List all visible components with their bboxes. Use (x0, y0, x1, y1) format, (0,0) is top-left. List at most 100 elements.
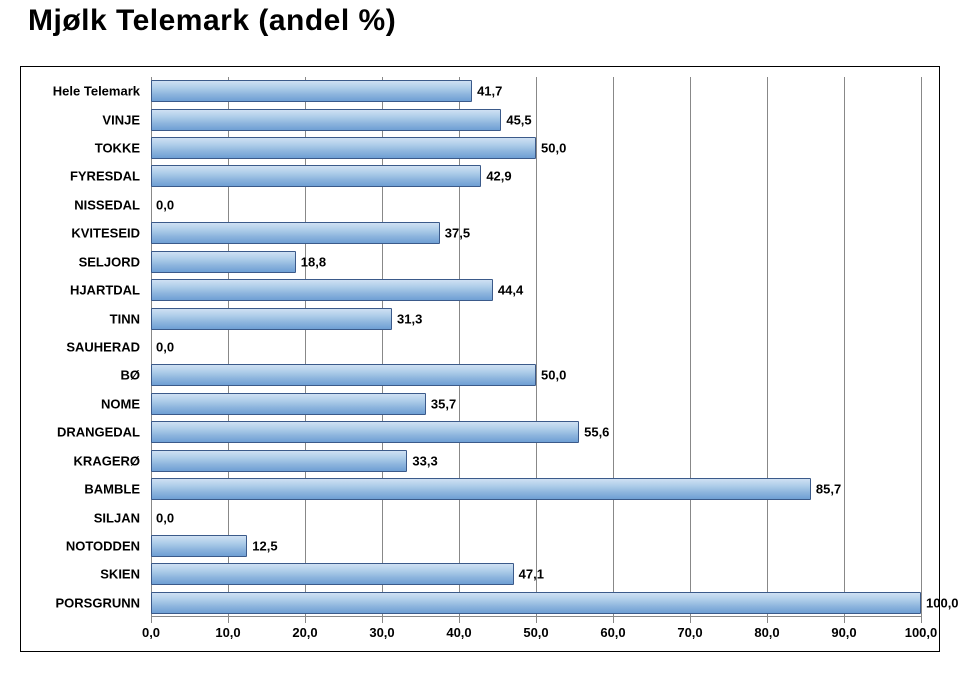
value-label: 31,3 (397, 311, 422, 326)
bar-row: 47,1 (151, 563, 921, 585)
category-label: SKIEN (100, 567, 140, 582)
page: Mjølk Telemark (andel %) Hele Telemark VI… (0, 0, 960, 674)
bar-row: 37,5 (151, 222, 921, 244)
value-label: 44,4 (498, 283, 523, 298)
x-tick-label: 20,0 (292, 625, 317, 640)
x-tick-label: 70,0 (677, 625, 702, 640)
category-label: KRAGERØ (74, 453, 140, 468)
x-tick-label: 0,0 (142, 625, 160, 640)
x-tick-label: 60,0 (600, 625, 625, 640)
category-label: SILJAN (94, 510, 140, 525)
bar-row: 12,5 (151, 535, 921, 557)
bar (151, 592, 921, 614)
bar-row: 0,0 (151, 507, 921, 529)
x-tick-mark (767, 617, 768, 623)
grid-line (921, 77, 922, 617)
x-tick-label: 30,0 (369, 625, 394, 640)
bar-row: 41,7 (151, 80, 921, 102)
value-label: 50,0 (541, 141, 566, 156)
x-tick-mark (228, 617, 229, 623)
x-tick-mark (921, 617, 922, 623)
value-label: 85,7 (816, 482, 841, 497)
category-label: TOKKE (95, 141, 140, 156)
x-tick-label: 90,0 (831, 625, 856, 640)
category-label: HJARTDAL (70, 283, 140, 298)
bar-row: 18,8 (151, 251, 921, 273)
chart-frame: Hele Telemark VINJE TOKKE FYRESDAL NISSEDAL K… (20, 66, 940, 652)
value-label: 41,7 (477, 84, 502, 99)
x-tick-mark (459, 617, 460, 623)
bar-row: 33,3 (151, 450, 921, 472)
x-tick-mark (536, 617, 537, 623)
bar (151, 450, 407, 472)
category-label: DRANGEDAL (57, 425, 140, 440)
category-label: FYRESDAL (70, 169, 140, 184)
bar-row: 0,0 (151, 336, 921, 358)
value-label: 0,0 (156, 510, 174, 525)
bar-row: 85,7 (151, 478, 921, 500)
bar-row: 44,4 (151, 279, 921, 301)
bar (151, 222, 440, 244)
bar-row: 42,9 (151, 165, 921, 187)
y-axis-labels: Hele Telemark VINJE TOKKE FYRESDAL NISSEDAL K… (21, 77, 146, 617)
value-label: 100,0 (926, 595, 959, 610)
value-label: 18,8 (301, 254, 326, 269)
value-label: 0,0 (156, 197, 174, 212)
bar (151, 137, 536, 159)
chart-title: Mjølk Telemark (andel %) (28, 4, 396, 38)
category-label: SELJORD (79, 254, 140, 269)
bar (151, 251, 296, 273)
x-tick-mark (151, 617, 152, 623)
category-label: TINN (110, 311, 140, 326)
bar (151, 393, 426, 415)
chart-area: Hele Telemark VINJE TOKKE FYRESDAL NISSEDAL K… (21, 67, 939, 651)
bar (151, 279, 493, 301)
bar-row: 50,0 (151, 364, 921, 386)
bar-row: 50,0 (151, 137, 921, 159)
bar (151, 364, 536, 386)
category-label: BØ (121, 368, 141, 383)
bar-row: 100,0 (151, 592, 921, 614)
bar (151, 165, 481, 187)
x-tick-mark (382, 617, 383, 623)
value-label: 45,5 (506, 112, 531, 127)
category-label: NOME (101, 396, 140, 411)
bar-row: 31,3 (151, 308, 921, 330)
bar (151, 109, 501, 131)
x-axis-ticks: 0,010,020,030,040,050,060,070,080,090,01… (151, 617, 921, 647)
category-label: PORSGRUNN (55, 595, 140, 610)
value-label: 55,6 (584, 425, 609, 440)
plot-area: 41,7 45,5 50,0 42,9 0,0 37,5 18,8 44,4 31,3 0,0 50… (151, 77, 921, 617)
bar-row: 55,6 (151, 421, 921, 443)
bar-row: 0,0 (151, 194, 921, 216)
category-label: SAUHERAD (66, 340, 140, 355)
bar (151, 308, 392, 330)
value-label: 37,5 (445, 226, 470, 241)
x-tick-mark (613, 617, 614, 623)
x-tick-label: 40,0 (446, 625, 471, 640)
category-label: NOTODDEN (66, 538, 140, 553)
x-tick-mark (305, 617, 306, 623)
category-label: Hele Telemark (53, 84, 140, 99)
value-label: 33,3 (412, 453, 437, 468)
bar-row: 35,7 (151, 393, 921, 415)
bar (151, 563, 514, 585)
bar (151, 421, 579, 443)
value-label: 50,0 (541, 368, 566, 383)
value-label: 47,1 (519, 567, 544, 582)
value-label: 35,7 (431, 396, 456, 411)
x-tick-label: 80,0 (754, 625, 779, 640)
x-tick-label: 10,0 (215, 625, 240, 640)
category-label: NISSEDAL (74, 197, 140, 212)
x-tick-mark (690, 617, 691, 623)
x-tick-mark (844, 617, 845, 623)
value-label: 42,9 (486, 169, 511, 184)
x-tick-label: 100,0 (905, 625, 938, 640)
value-label: 0,0 (156, 340, 174, 355)
category-label: KVITESEID (71, 226, 140, 241)
category-label: BAMBLE (84, 482, 140, 497)
bar-row: 45,5 (151, 109, 921, 131)
bar (151, 80, 472, 102)
category-label: VINJE (102, 112, 140, 127)
bar (151, 535, 247, 557)
